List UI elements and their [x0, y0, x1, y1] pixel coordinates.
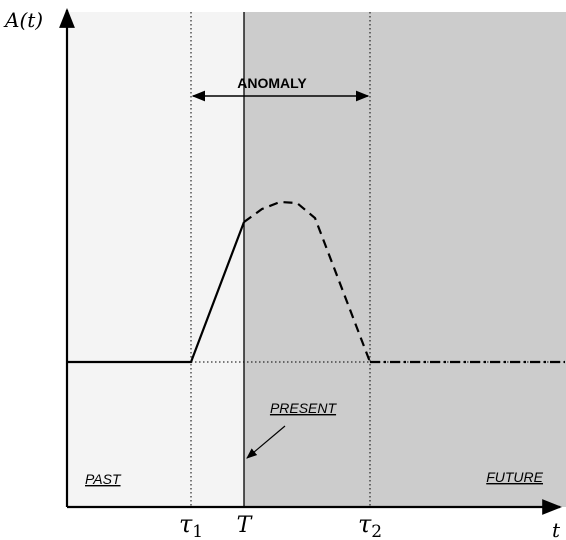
y-axis-label: A(t)	[3, 8, 43, 32]
tick-symbol: τ	[179, 510, 193, 538]
past-region	[67, 12, 244, 507]
tick-subscript: 1	[192, 522, 203, 540]
tick-symbol: τ	[358, 510, 372, 538]
anomaly-label: ANOMALY	[237, 75, 307, 91]
forecast-curve	[243, 200, 372, 363]
tick-label: τ2	[358, 510, 382, 540]
present-label: PRESENT	[270, 400, 338, 416]
tick-label: T	[237, 513, 254, 538]
x-axis-label: t	[552, 518, 561, 540]
future-label: FUTURE	[486, 469, 543, 485]
tick-label: τ1	[179, 510, 203, 540]
observed-curve	[67, 221, 246, 364]
tick-subscript: 2	[371, 522, 382, 540]
past-label: PAST	[85, 471, 122, 487]
present-arrow	[246, 425, 286, 459]
